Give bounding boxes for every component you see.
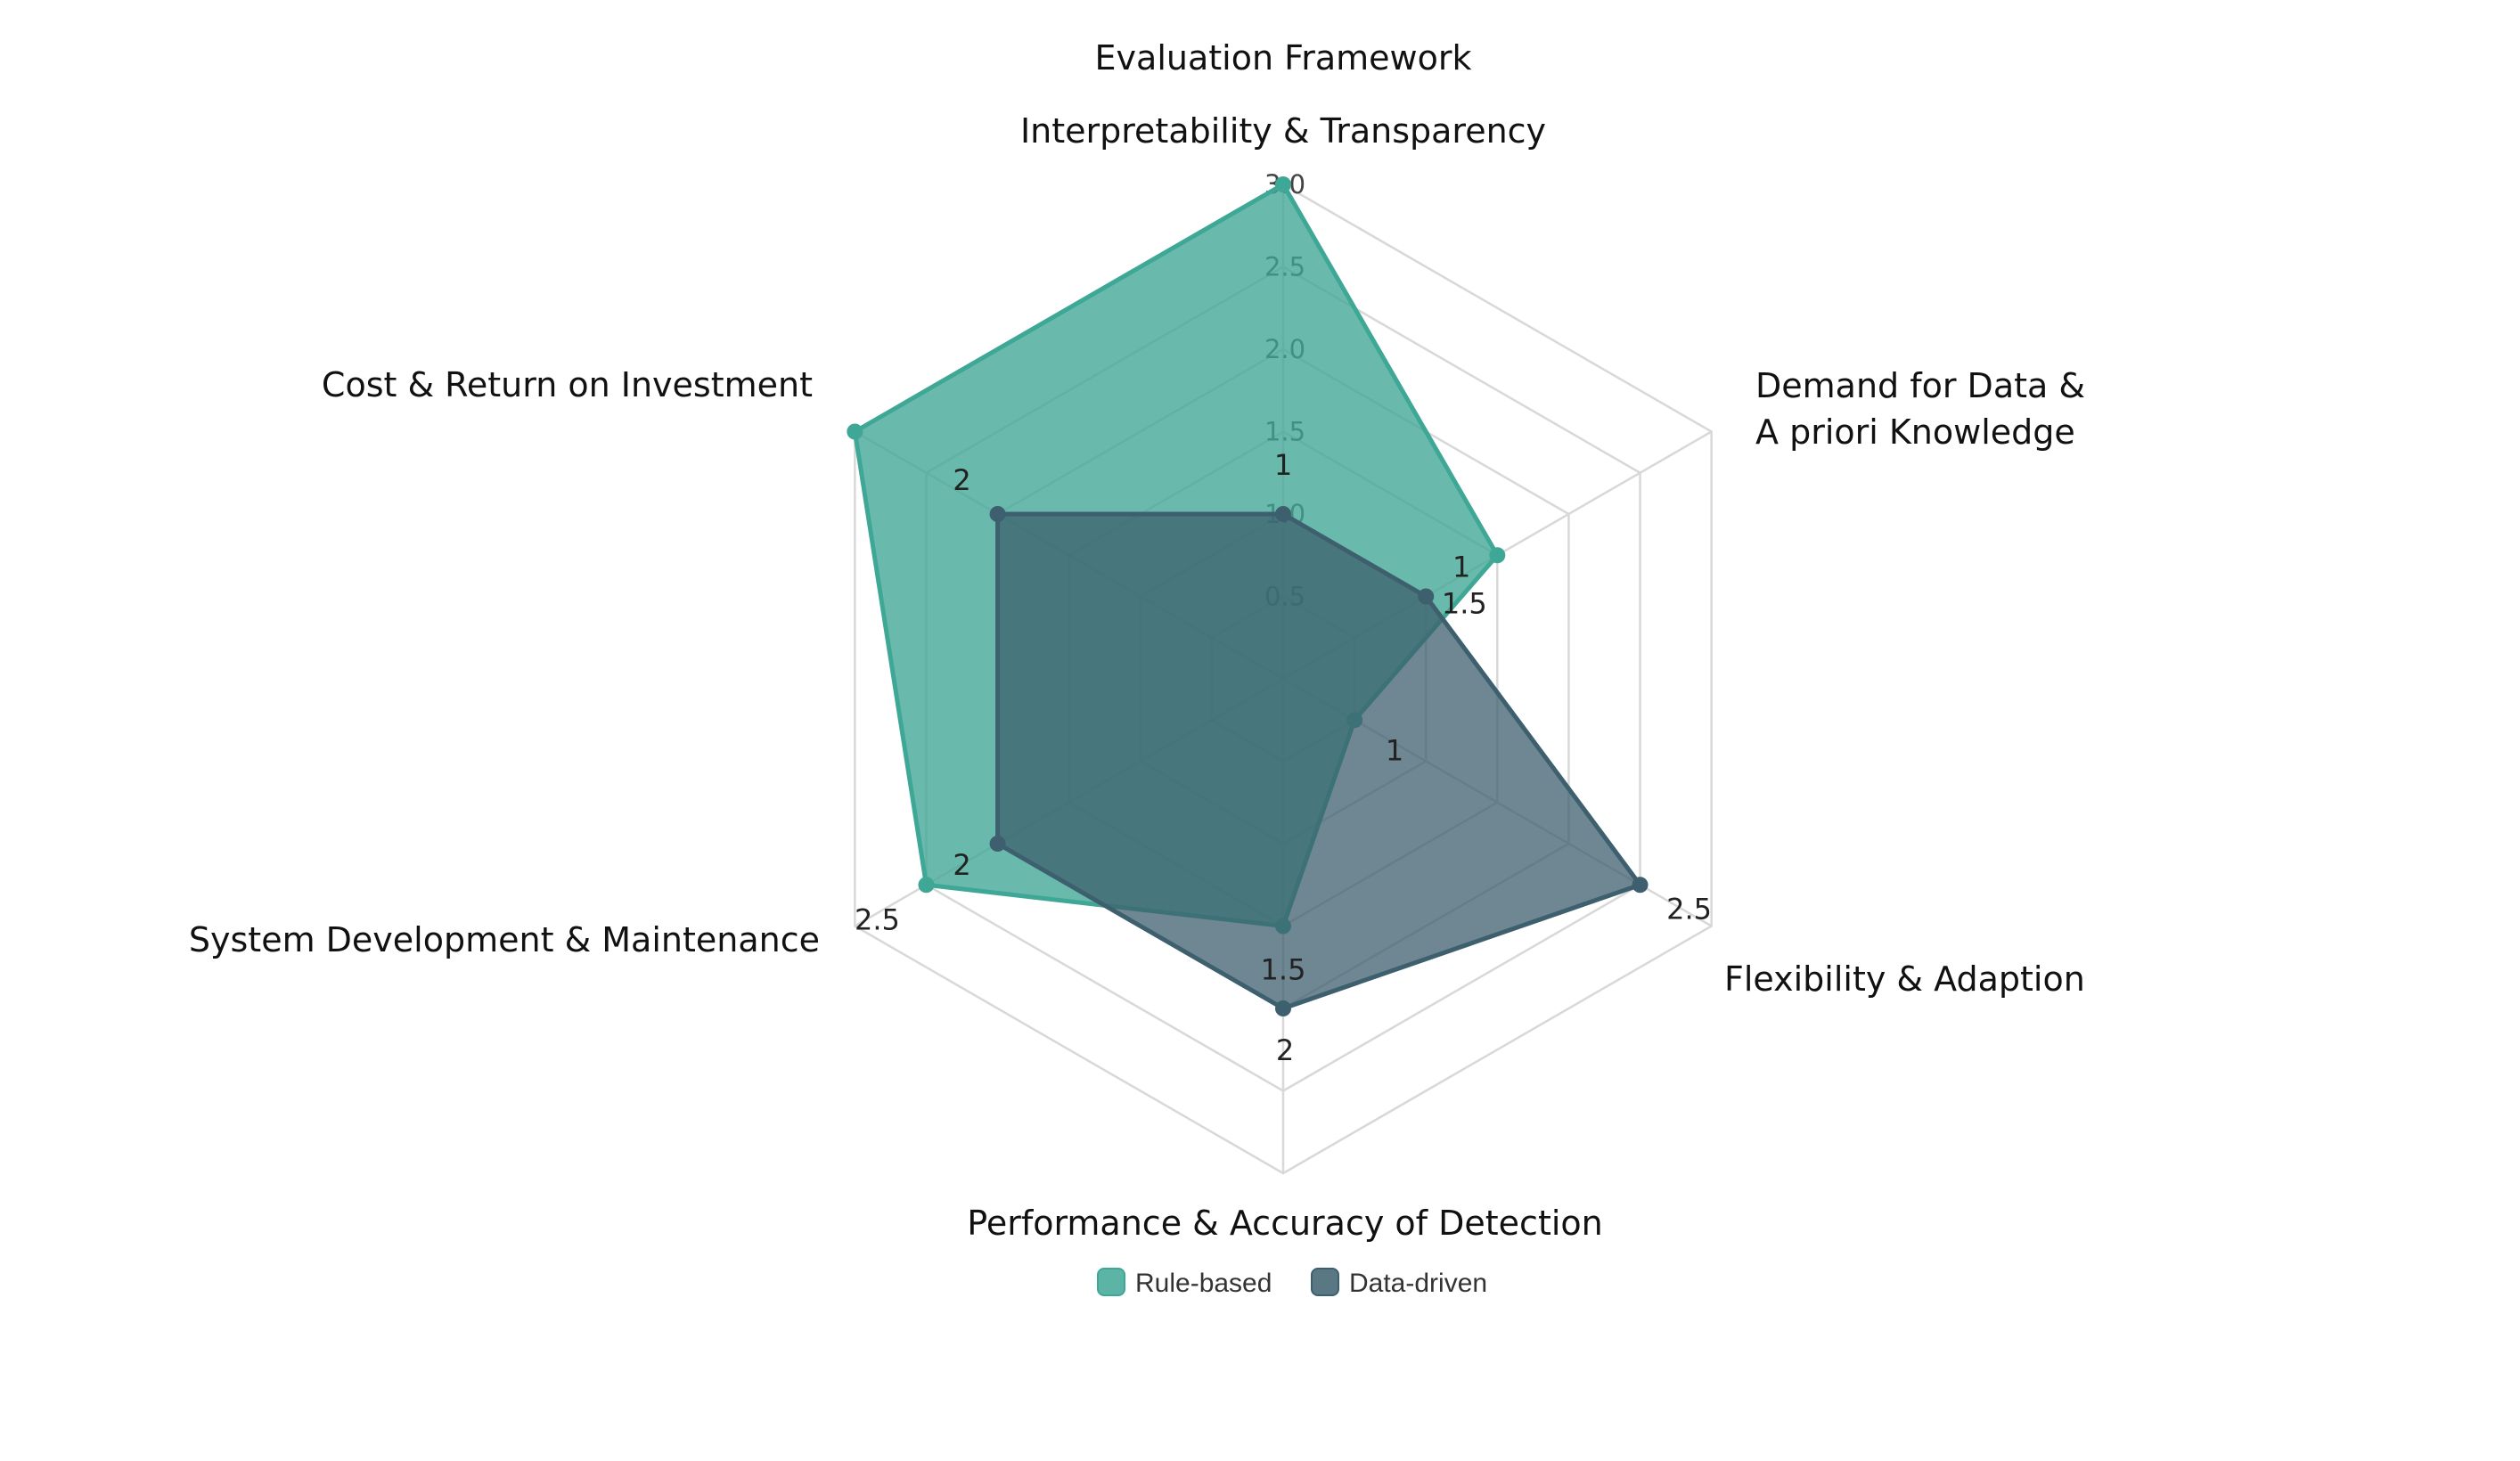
- axis-labels: Interpretability & Transparency Demand fo…: [189, 111, 2085, 1243]
- legend-swatch: [1311, 1268, 1339, 1296]
- series-group: [847, 176, 1649, 1016]
- series-data-driven: [989, 506, 1649, 1016]
- axis-label: Demand for Data & A priori Knowledge: [1755, 366, 2085, 452]
- series-area: [995, 511, 1643, 1011]
- data-point: [1275, 176, 1291, 192]
- legend-label: Rule-based: [1135, 1269, 1272, 1298]
- axis-label: Cost & Return on Investment: [322, 365, 813, 404]
- legend-item[interactable]: Data-driven: [1311, 1268, 1487, 1298]
- data-label: 1: [1274, 448, 1292, 482]
- data-label: 2: [953, 848, 970, 882]
- data-label: 2: [1276, 1033, 1294, 1067]
- data-labels: 1.5 1.5 2.5 1 1 2.5 2 2 2 1: [855, 448, 1712, 1067]
- data-label: 2: [953, 463, 970, 497]
- data-point: [989, 836, 1006, 852]
- axis-label: Interpretability & Transparency: [1020, 111, 1546, 151]
- data-point: [1632, 877, 1649, 894]
- legend-item[interactable]: Rule-based: [1097, 1268, 1272, 1298]
- axis-label: Flexibility & Adaption: [1724, 959, 2085, 999]
- data-point: [1275, 506, 1291, 522]
- data-point: [1418, 588, 1435, 605]
- data-label: 1: [1452, 551, 1470, 584]
- legend-label: Data-driven: [1349, 1269, 1487, 1298]
- legend-swatch: [1097, 1268, 1125, 1296]
- data-point: [989, 506, 1006, 522]
- chart-title: Evaluation Framework: [1095, 38, 1472, 78]
- data-point: [918, 877, 935, 894]
- data-label: 2.5: [855, 902, 900, 936]
- chart-legend: Rule-based Data-driven: [1097, 1268, 1487, 1298]
- data-point: [847, 423, 863, 440]
- axis-label: System Development & Maintenance: [189, 920, 820, 959]
- data-label: 1: [1386, 733, 1403, 767]
- axis-label: Performance & Accuracy of Detection: [967, 1204, 1602, 1243]
- data-point: [1489, 547, 1506, 564]
- data-point: [1275, 1000, 1291, 1016]
- data-label: 1.5: [1261, 953, 1306, 987]
- data-label: 1.5: [1442, 586, 1487, 620]
- data-label: 2.5: [1666, 892, 1712, 926]
